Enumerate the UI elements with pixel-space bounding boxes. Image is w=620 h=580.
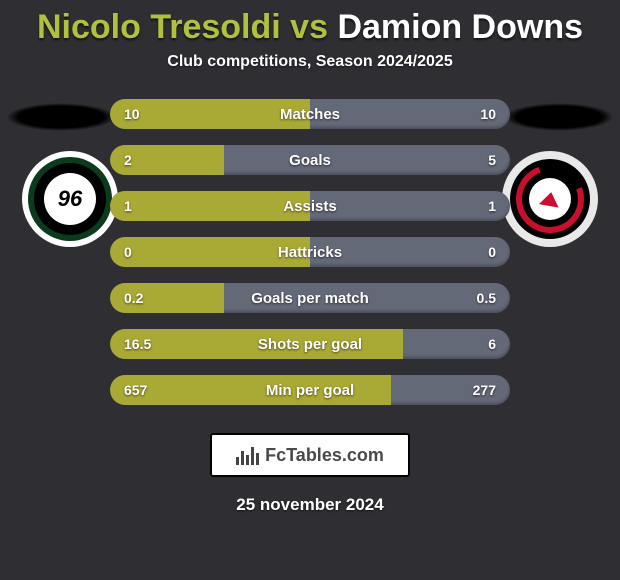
stat-value-right: 0 — [488, 237, 496, 267]
stat-row: 0Hattricks0 — [110, 237, 510, 267]
main-row: 96 10Matches102Goals51Assists10Hattricks… — [0, 99, 620, 405]
comparison-title: Nicolo Tresoldi vs Damion Downs — [0, 0, 620, 53]
stat-label: Assists — [110, 191, 510, 221]
footer-logo-text: FcTables.com — [265, 445, 384, 466]
player2-name: Damion Downs — [337, 8, 583, 46]
stat-row: 2Goals5 — [110, 145, 510, 175]
stat-label: Shots per goal — [110, 329, 510, 359]
stat-value-right: 6 — [488, 329, 496, 359]
club-badge-left: 96 — [22, 151, 118, 247]
stat-row: 16.5Shots per goal6 — [110, 329, 510, 359]
fctables-logo: FcTables.com — [210, 433, 410, 477]
chart-icon — [236, 445, 259, 465]
stat-value-right: 0.5 — [477, 283, 496, 313]
stat-label: Goals per match — [110, 283, 510, 313]
stat-row: 1Assists1 — [110, 191, 510, 221]
stat-label: Goals — [110, 145, 510, 175]
club-badge-right — [502, 151, 598, 247]
club-badge-left-text: 96 — [44, 173, 96, 225]
stat-value-right: 10 — [480, 99, 496, 129]
stats-container: 10Matches102Goals51Assists10Hattricks00.… — [110, 99, 510, 405]
stat-label: Matches — [110, 99, 510, 129]
stat-row: 10Matches10 — [110, 99, 510, 129]
subtitle: Club competitions, Season 2024/2025 — [0, 53, 620, 71]
stat-label: Hattricks — [110, 237, 510, 267]
stat-value-right: 1 — [488, 191, 496, 221]
stat-value-right: 277 — [473, 375, 496, 405]
vs-text: vs — [290, 8, 328, 46]
stat-label: Min per goal — [110, 375, 510, 405]
date: 25 november 2024 — [0, 495, 620, 515]
player1-name: Nicolo Tresoldi — [37, 8, 281, 46]
stat-value-right: 5 — [488, 145, 496, 175]
shadow-ellipse-right — [504, 103, 614, 131]
stat-row: 0.2Goals per match0.5 — [110, 283, 510, 313]
stat-row: 657Min per goal277 — [110, 375, 510, 405]
shadow-ellipse-left — [6, 103, 116, 131]
